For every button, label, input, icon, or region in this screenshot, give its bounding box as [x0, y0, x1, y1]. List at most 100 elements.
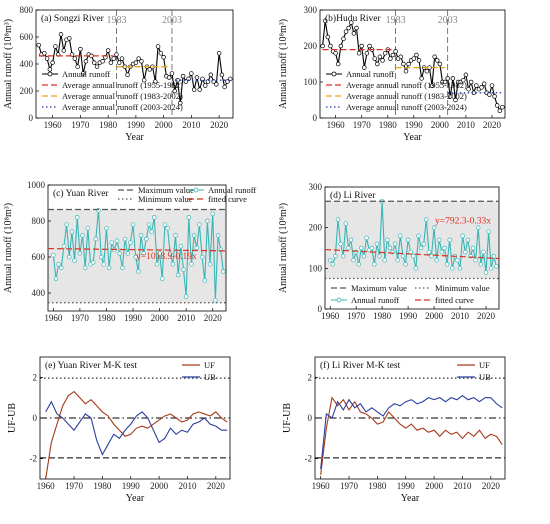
period-label: 1983 — [106, 15, 126, 26]
data-point — [426, 249, 432, 255]
legend-label: Average annual runoff (1955-1982) — [346, 80, 467, 90]
data-point — [354, 25, 359, 31]
data-point — [343, 29, 349, 34]
data-point — [481, 249, 486, 255]
data-point — [359, 245, 364, 251]
plot-frame — [47, 184, 227, 312]
x-tick-label: 1990 — [399, 311, 418, 321]
data-point — [90, 260, 96, 265]
data-point — [346, 245, 351, 251]
legend-label: Maximum value — [351, 283, 407, 293]
data-point — [141, 77, 147, 83]
data-point — [74, 215, 80, 220]
legend-label: Average annual runoff (1983-2002) — [346, 91, 467, 101]
data-point — [491, 253, 497, 259]
legend-label: fitted curve — [435, 295, 474, 305]
data-point — [222, 84, 227, 90]
y-tick-label: 800 — [32, 216, 46, 226]
legend-label: Average annual runoff (2003-2024) — [346, 102, 467, 112]
legend-label: Maximum value — [138, 185, 194, 195]
data-point — [470, 245, 476, 251]
legend-label: Average annual runoff (1983-2002) — [62, 91, 183, 101]
data-point — [356, 262, 362, 267]
data-point — [356, 50, 362, 56]
data-point — [437, 61, 443, 67]
x-tick-label: 2010 — [453, 481, 472, 491]
y-tick-label: 400 — [32, 288, 46, 298]
data-point — [53, 44, 58, 49]
legend-label: Average annual runoff (2003-2024) — [62, 102, 183, 112]
data-point — [475, 225, 481, 230]
data-point — [465, 237, 471, 243]
data-point — [194, 75, 200, 80]
x-tick-label: 1980 — [97, 313, 116, 323]
data-point — [403, 68, 409, 74]
data-point — [374, 241, 380, 247]
data-point — [463, 72, 469, 78]
data-point — [497, 108, 503, 114]
data-point — [460, 233, 465, 239]
data-point — [175, 272, 181, 278]
data-point — [51, 252, 56, 258]
data-point — [432, 54, 437, 60]
x-tick-label: 2020 — [477, 311, 496, 321]
data-point — [138, 233, 144, 238]
data-point — [85, 225, 91, 231]
data-point — [36, 42, 42, 48]
data-point — [322, 18, 328, 24]
data-point — [333, 253, 338, 259]
series-line — [45, 400, 228, 456]
data-point — [330, 262, 336, 267]
data-point — [393, 49, 398, 54]
data-point — [424, 217, 429, 222]
data-point — [377, 253, 382, 259]
x-tick-label: 2020 — [483, 120, 502, 130]
data-point — [215, 233, 221, 238]
chart-li-runoff: 1960 1970 1980 1990 2000 2010 2020 0 100 200 300 An… — [278, 182, 500, 321]
data-point — [359, 43, 364, 49]
data-point — [106, 265, 112, 271]
y-tick-label: 100 — [304, 77, 318, 87]
data-point — [58, 32, 64, 37]
x-tick-label: 2000 — [425, 311, 444, 321]
period-label: 2003 — [438, 15, 458, 26]
x-tick-label: 1960 — [321, 311, 340, 321]
data-point — [170, 261, 176, 267]
legend-label: fitted curve — [208, 194, 247, 204]
fit-equation: y=1018.9-0.19x — [136, 252, 197, 262]
data-point — [133, 60, 139, 65]
chart-title: (a) Songzi River — [41, 13, 105, 24]
data-point — [162, 222, 168, 227]
data-point — [445, 76, 450, 81]
data-point — [346, 25, 351, 31]
data-point — [219, 72, 225, 78]
data-point — [328, 43, 333, 49]
data-point — [450, 76, 456, 81]
x-tick-label: 2000 — [155, 120, 174, 130]
data-point — [453, 97, 458, 103]
data-point — [94, 64, 100, 69]
data-point — [202, 278, 207, 283]
data-point — [372, 56, 377, 61]
data-point — [343, 221, 349, 226]
x-tick-label: 1960 — [44, 120, 63, 130]
plot-frame — [319, 9, 506, 119]
data-point — [136, 269, 141, 274]
data-point — [61, 48, 66, 53]
data-point — [214, 81, 219, 87]
chart-title: (c) Yuan River — [53, 188, 109, 199]
data-point — [429, 253, 434, 259]
data-point — [429, 83, 435, 88]
data-point — [197, 87, 202, 92]
data-point — [349, 20, 354, 25]
data-point — [338, 241, 343, 247]
data-point — [146, 222, 152, 227]
data-point — [486, 229, 491, 234]
data-point — [442, 245, 447, 251]
y-tick-label: 2 — [33, 372, 38, 382]
period-label: 2003 — [162, 15, 182, 26]
data-point — [494, 103, 500, 108]
data-point — [382, 257, 387, 263]
data-point — [180, 73, 186, 79]
data-point — [213, 297, 218, 303]
